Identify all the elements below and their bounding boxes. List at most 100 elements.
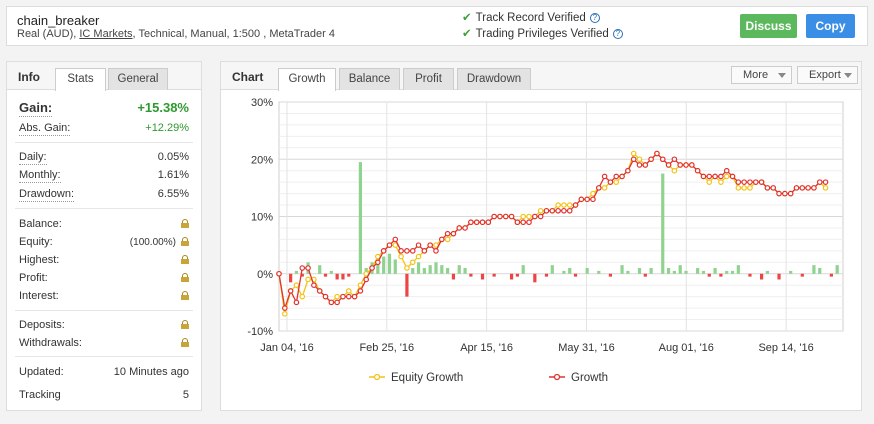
daily-bar <box>387 253 392 274</box>
growth-chart[interactable]: Jan 04, '16 Feb 25, '16 Apr 15, '16 May 31,… <box>221 91 861 411</box>
updated-value: 10 Minutes ago <box>113 366 189 378</box>
daily-bar <box>789 270 793 274</box>
growth-point <box>642 162 649 168</box>
growth-point <box>665 162 672 168</box>
x-tick-label: Jan 04, '16 <box>260 342 313 354</box>
equity-growth-point <box>561 202 567 208</box>
daily-bar <box>719 273 723 277</box>
divider <box>15 142 193 143</box>
growth-point <box>375 259 381 266</box>
daily-bar <box>585 268 589 274</box>
tracking-row: Tracking 5 <box>19 388 189 404</box>
chart-legend[interactable]: Equity Growth Growth <box>369 372 608 384</box>
x-tick-label: May 31, '16 <box>558 342 615 354</box>
growth-point <box>793 185 800 191</box>
tab-stats[interactable]: Stats <box>55 68 106 91</box>
daily-bar <box>434 262 438 274</box>
y-tick-label: 10% <box>251 212 273 224</box>
tab-balance[interactable]: Balance <box>339 68 400 90</box>
daily-bar <box>643 273 647 277</box>
help-icon[interactable]: ? <box>589 13 600 23</box>
info-panel: Info Stats General Gain: +15.38% Abs. Ga… <box>6 61 202 411</box>
daily-bar <box>818 268 822 274</box>
tab-drawdown[interactable]: Drawdown <box>457 68 531 90</box>
growth-point <box>723 167 730 174</box>
discuss-button[interactable]: Discuss <box>740 14 797 38</box>
more-dropdown[interactable]: More <box>731 66 792 84</box>
equity-growth-point <box>822 185 829 191</box>
growth-point <box>502 213 509 220</box>
divider <box>15 208 193 209</box>
daily-bar <box>480 273 485 280</box>
growth-point <box>607 179 614 185</box>
highest-row: Highest: <box>19 253 189 269</box>
daily-bar <box>626 270 630 274</box>
lock-icon <box>181 273 189 282</box>
account-type: Real (AUD), <box>17 28 77 40</box>
growth-point <box>811 185 817 191</box>
equity-growth-point <box>630 150 637 157</box>
equity-growth-point <box>415 253 422 260</box>
growth-point <box>584 196 590 203</box>
drawdown-label: Drawdown: <box>19 188 75 202</box>
growth-point <box>462 225 468 231</box>
daily-bar <box>748 273 752 277</box>
export-dropdown[interactable]: Export <box>797 66 858 84</box>
daily-bar <box>568 268 572 274</box>
equity-growth-point <box>723 173 730 180</box>
tab-profit[interactable]: Profit <box>403 68 454 90</box>
daily-bar <box>341 273 345 280</box>
growth-point <box>386 242 393 248</box>
help-icon[interactable]: ? <box>612 29 623 39</box>
daily-bar <box>573 273 578 277</box>
tab-general[interactable]: General <box>108 68 168 90</box>
y-tick-label: 30% <box>251 97 273 109</box>
daily-bar <box>300 273 304 277</box>
growth-point <box>613 173 620 180</box>
trading-privileges-label: Trading Privileges Verified <box>475 28 609 40</box>
growth-point <box>276 270 282 277</box>
copy-button[interactable]: Copy <box>806 14 855 38</box>
growth-point <box>415 242 422 248</box>
deposits-label: Deposits: <box>19 319 65 331</box>
y-tick-label: -10% <box>247 326 273 338</box>
daily-bar <box>696 268 700 274</box>
account-details: , Technical, Manual, 1:500 , MetaTrader … <box>132 28 335 40</box>
abs-gain-label: Abs. Gain: <box>19 122 71 136</box>
daily-bar <box>684 270 688 274</box>
daily-bar <box>323 273 328 277</box>
equity-growth-point <box>345 288 352 294</box>
growth-point <box>683 162 689 168</box>
chevron-down-icon <box>844 73 852 78</box>
daily-bar <box>521 265 525 274</box>
divider <box>15 310 193 311</box>
monthly-row: Monthly: 1.61% <box>19 168 189 184</box>
growth-point <box>456 225 463 231</box>
daily-bar <box>509 273 514 280</box>
broker-link[interactable]: IC Markets <box>79 28 133 40</box>
balance-value <box>179 217 189 231</box>
growth-point <box>700 173 707 180</box>
deposits-value <box>179 318 189 332</box>
growth-point <box>316 288 323 294</box>
equity-growth-point <box>601 185 608 191</box>
growth-point <box>735 179 742 185</box>
daily-bar <box>428 265 432 274</box>
growth-point <box>752 179 759 185</box>
growth-point <box>334 299 340 306</box>
daily-bar <box>835 265 839 274</box>
growth-point <box>689 162 695 168</box>
growth-point <box>654 150 660 157</box>
daily-bar <box>649 268 653 274</box>
growth-point <box>578 196 585 203</box>
growth-point <box>340 293 346 300</box>
info-title: Info <box>18 70 40 84</box>
daily-bar <box>416 262 421 274</box>
info-tabbar: Info Stats General <box>7 62 201 91</box>
check-icon: ✔ <box>462 12 472 24</box>
growth-point <box>537 213 544 220</box>
growth-point <box>433 248 439 254</box>
tab-growth[interactable]: Growth <box>278 68 336 91</box>
daily-bar <box>661 173 665 274</box>
equity-growth-point <box>526 213 532 220</box>
